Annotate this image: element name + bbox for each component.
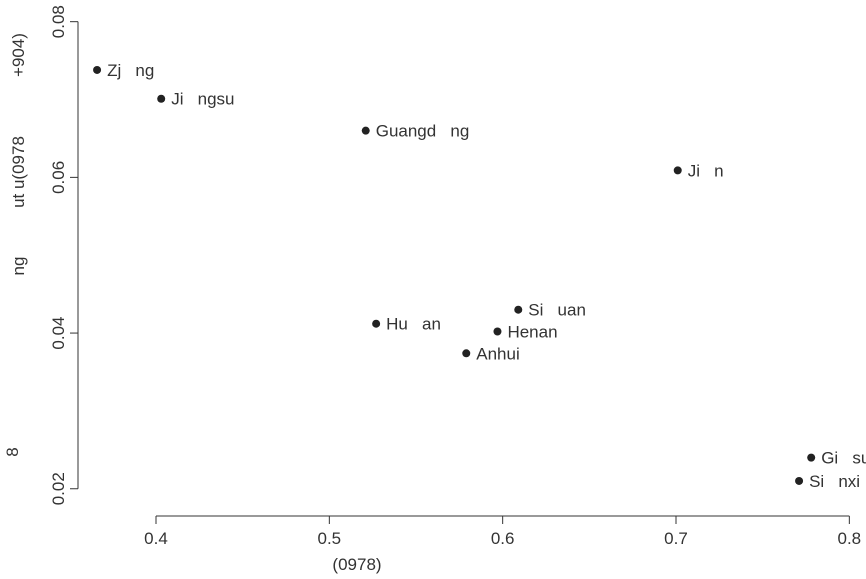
data-point bbox=[673, 166, 682, 175]
data-point-label: Anhui bbox=[476, 344, 519, 363]
x-tick-label: 0.7 bbox=[664, 529, 688, 548]
data-point bbox=[462, 349, 471, 358]
x-tick-label: 0.4 bbox=[144, 529, 168, 548]
x-tick-label: 0.8 bbox=[838, 529, 862, 548]
y-tick-label: 0.02 bbox=[49, 472, 68, 505]
data-point bbox=[157, 94, 166, 103]
y-tick-label: 0.08 bbox=[49, 5, 68, 38]
data-point bbox=[795, 476, 804, 485]
data-point-label: Si uan bbox=[528, 301, 586, 320]
data-point-label: Si nxi bbox=[809, 472, 860, 491]
data-point-label: Hu an bbox=[386, 315, 441, 334]
data-point-label: Zj ng bbox=[107, 61, 154, 80]
y-axis-label-part: ut u(0978 bbox=[9, 136, 28, 208]
data-points: Zj ng Ji ngsu Guangd ng Ji n Si uan Hu an Hena… bbox=[93, 61, 866, 491]
data-point-label: Ji n bbox=[688, 161, 724, 180]
data-point bbox=[361, 126, 370, 135]
y-tick-label: 0.06 bbox=[49, 161, 68, 194]
x-axis-label: (0978) bbox=[332, 555, 381, 574]
y-tick-label: 0.04 bbox=[49, 317, 68, 350]
data-point bbox=[493, 327, 502, 336]
data-point bbox=[807, 453, 816, 462]
y-axis-label-part: ng bbox=[9, 257, 28, 276]
x-axis: 0.4 0.5 0.6 0.7 0.8 bbox=[144, 515, 862, 548]
y-axis-label-stray: 8 bbox=[3, 447, 22, 456]
x-tick-label: 0.6 bbox=[491, 529, 515, 548]
y-axis: 0.02 0.04 0.06 0.08 bbox=[49, 5, 79, 505]
y-axis-label: +904) ut u(0978 ng 8 bbox=[3, 33, 28, 457]
x-tick-label: 0.5 bbox=[318, 529, 342, 548]
data-point bbox=[514, 305, 523, 314]
y-axis-label-part: +904) bbox=[9, 33, 28, 77]
data-point bbox=[93, 65, 102, 74]
data-point-label: Guangd ng bbox=[376, 122, 470, 141]
data-point-label: Henan bbox=[507, 323, 557, 342]
data-point-label: Gi su bbox=[821, 449, 866, 468]
data-point-label: Ji ngsu bbox=[171, 90, 234, 109]
data-point bbox=[372, 319, 381, 328]
